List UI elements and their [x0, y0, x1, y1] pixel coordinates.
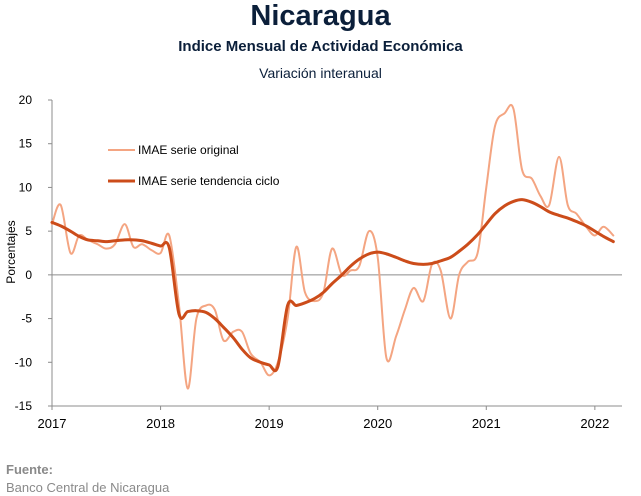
- x-tick-label: 2021: [472, 416, 501, 431]
- y-tick-label: 15: [19, 137, 33, 151]
- y-tick-label: -15: [15, 399, 33, 413]
- x-tick-label: 2018: [146, 416, 175, 431]
- chart-subtitle: Indice Mensual de Actividad Económica: [178, 38, 463, 55]
- chart-subtitle-secondary: Variación interanual: [259, 65, 382, 81]
- y-axis-label: Porcentajes: [4, 220, 18, 283]
- y-tick-label: 20: [19, 93, 33, 107]
- series-line-original: [51, 104, 615, 390]
- y-tick-label: -5: [21, 312, 32, 326]
- x-tick-label: 2020: [363, 416, 392, 431]
- source-label: Fuente:: [6, 462, 53, 477]
- x-tick-label: 2022: [580, 416, 609, 431]
- series-line-tendencia: [50, 198, 615, 373]
- source-value: Banco Central de Nicaragua: [6, 480, 170, 495]
- y-tick-label: 10: [19, 180, 33, 194]
- legend-label: IMAE serie original: [138, 143, 239, 157]
- x-tick-label: 2019: [255, 416, 284, 431]
- y-tick-label: 0: [25, 268, 32, 282]
- series-layer: [50, 104, 615, 390]
- y-tick-label: -10: [15, 355, 33, 369]
- legend-label: IMAE serie tendencia ciclo: [138, 174, 280, 188]
- legend: IMAE serie original IMAE serie tendencia …: [108, 143, 280, 188]
- x-tick-label: 2017: [38, 416, 67, 431]
- x-axis: 2017 2018 2019 2020 2021 2022: [38, 274, 622, 431]
- y-axis: 20 15 10 5 0 -5 -10 -15: [15, 93, 53, 413]
- y-tick-label: 5: [25, 224, 32, 238]
- page-title: Nicaragua: [250, 0, 391, 32]
